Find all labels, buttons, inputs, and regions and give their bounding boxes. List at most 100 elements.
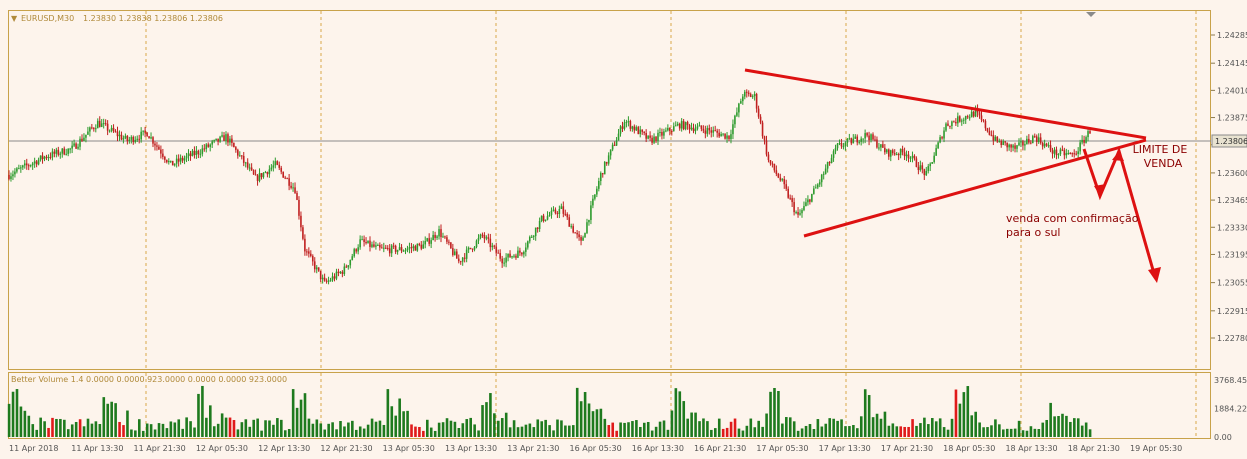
candle-body (822, 173, 825, 175)
candle-body (175, 158, 178, 164)
candle-body (130, 137, 133, 140)
volume-bar (489, 393, 492, 437)
candle-body (870, 134, 872, 141)
candle-body (171, 160, 174, 166)
candle-body (674, 125, 677, 127)
candle-body (158, 146, 160, 150)
candle-body (280, 167, 283, 172)
candle-body (493, 245, 496, 247)
candle-body (1055, 149, 1058, 156)
candle-body (844, 142, 847, 147)
candle-body (824, 168, 827, 174)
candle-body (422, 244, 425, 249)
volume-bar (205, 417, 208, 437)
volume-bar (990, 425, 993, 437)
candle-body (1000, 141, 1003, 146)
volume-bar (753, 427, 757, 437)
time-tick-label: 16 Apr 13:30 (632, 444, 684, 453)
volume-bar (871, 417, 875, 437)
volume-bar (714, 428, 717, 437)
candle-body (1004, 141, 1006, 143)
candle-body (696, 126, 699, 129)
candle-body (848, 138, 851, 140)
volume-bar (556, 419, 559, 437)
candle-body (730, 134, 732, 140)
candle-body (136, 138, 139, 140)
candle-body (884, 147, 886, 153)
candle-body (87, 131, 89, 135)
candle-body (866, 133, 868, 136)
arrow-head-1-icon (1094, 184, 1106, 196)
candle-body (945, 123, 947, 131)
candle-body (513, 255, 515, 257)
candle-body (959, 116, 961, 122)
volume-bar (161, 423, 165, 437)
candle-body (923, 169, 926, 176)
upper-trendline[interactable] (744, 68, 1147, 140)
volume-bar (773, 388, 776, 437)
candle-body (665, 130, 667, 132)
volume-bar (749, 418, 753, 437)
projection-arrow-path[interactable] (1082, 146, 1157, 278)
candle-body (319, 270, 322, 280)
candle-body (467, 247, 470, 250)
candle-body (1016, 145, 1018, 149)
chart-collapse-icon[interactable]: ▼ (11, 14, 18, 23)
current-price-label: 1.23806 (1215, 137, 1247, 146)
candle-body (850, 138, 853, 144)
candle-body (503, 262, 505, 264)
candle-body (826, 162, 829, 169)
chart-shift-marker-icon[interactable] (1086, 12, 1096, 17)
candle-body (676, 123, 679, 126)
volume-bar (181, 428, 184, 437)
candle-body (351, 256, 354, 260)
candle-body (724, 133, 726, 139)
candle-body (1071, 153, 1074, 155)
candle-body (144, 130, 146, 133)
candle-body (248, 167, 251, 169)
candle-body (743, 91, 746, 97)
candle-body (1043, 143, 1046, 147)
volume-bar (966, 386, 970, 437)
candle-body (720, 134, 722, 137)
candle-body (742, 96, 744, 102)
candle-body (489, 238, 492, 248)
candle-body (1053, 149, 1056, 154)
candle-body (661, 132, 663, 136)
time-tick-label: 11 Apr 13:30 (71, 444, 123, 453)
candle-body (712, 130, 715, 133)
candle-body (710, 130, 713, 133)
volume-bar (662, 420, 666, 437)
volume-bar (422, 430, 425, 437)
volume-bar (564, 425, 567, 437)
volume-bar (836, 420, 839, 437)
candle-body (887, 149, 890, 157)
triangle-pattern[interactable] (744, 68, 1161, 283)
volume-bar (1065, 415, 1068, 437)
volume-bar (591, 411, 595, 437)
candle-body (692, 127, 695, 132)
volume-bar (603, 418, 607, 437)
candle-body (647, 135, 649, 139)
candle-body (93, 128, 95, 130)
volume-bar (998, 424, 1001, 437)
candle-body (998, 141, 1001, 143)
candle-body (45, 156, 48, 158)
candle-body (903, 152, 906, 157)
candle-body (864, 133, 866, 139)
volume-bar (386, 389, 390, 437)
lower-trendline[interactable] (803, 138, 1147, 238)
candle-body (688, 125, 691, 130)
time-tick-label: 11 Apr 21:30 (134, 444, 186, 453)
candle-body (231, 138, 233, 143)
volume-bar (295, 407, 299, 437)
candle-body (726, 135, 728, 139)
candle-body (156, 145, 158, 147)
volume-bar (895, 426, 899, 437)
candle-body (465, 249, 468, 259)
candle-body (1006, 142, 1008, 148)
candle-body (219, 136, 221, 142)
volume-bar (303, 393, 307, 437)
